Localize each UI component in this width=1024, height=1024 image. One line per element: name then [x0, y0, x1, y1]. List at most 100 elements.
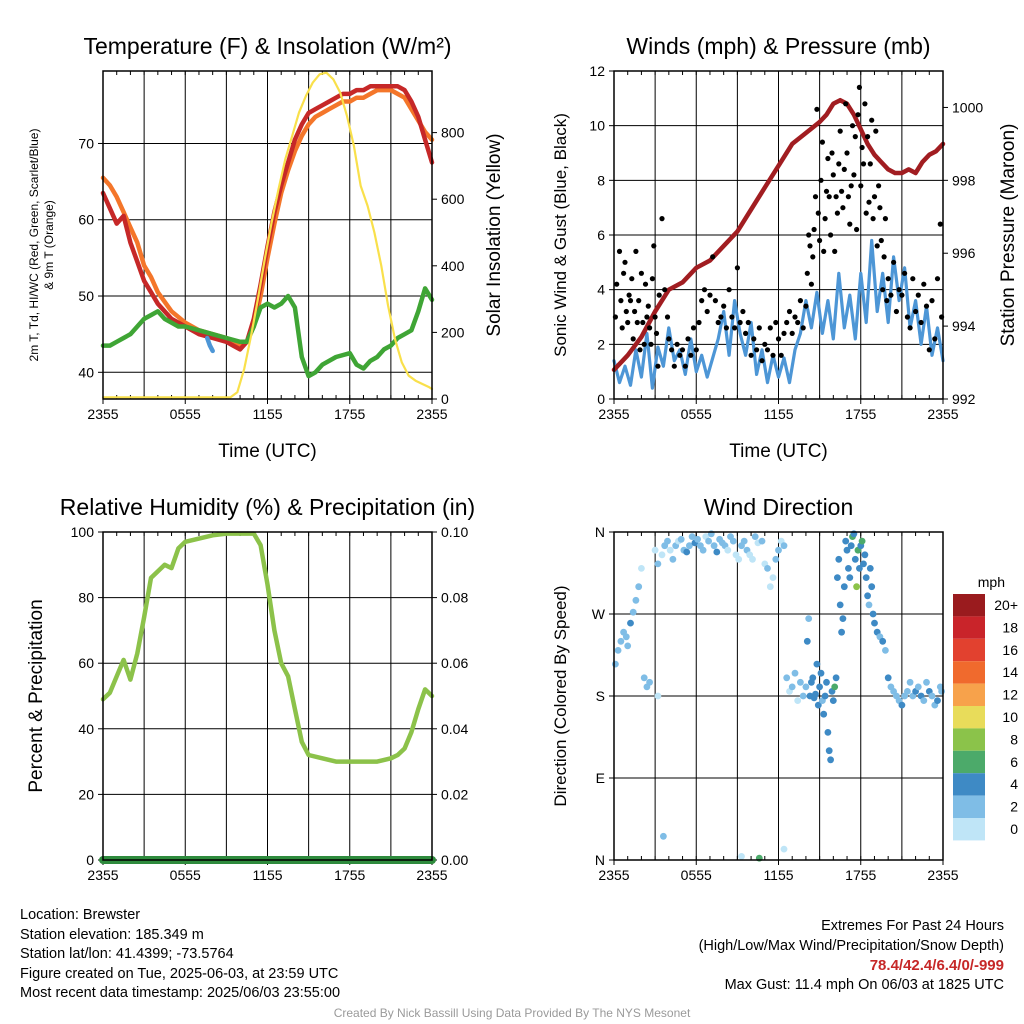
- legend-swatch: [953, 818, 985, 841]
- wind-title: Winds (mph) & Pressure (mb): [626, 33, 930, 59]
- direction-point: [839, 615, 847, 622]
- direction-point: [928, 692, 936, 700]
- data-timestamp: Most recent data timestamp: 2025/06/03 2…: [20, 985, 341, 1002]
- gust-point: [840, 205, 846, 211]
- gust-point: [926, 347, 932, 353]
- legend-swatch: [953, 594, 985, 617]
- gust-point: [619, 325, 625, 331]
- temp-frame: [102, 70, 433, 400]
- direction-point: [920, 697, 928, 704]
- direction-point: [861, 551, 869, 559]
- temp-ylabel2: Solar Insolation (Yellow): [484, 133, 505, 336]
- gust-point: [778, 352, 784, 358]
- gust-point: [751, 336, 757, 342]
- legend-swatch: [953, 638, 985, 662]
- direction-point: [660, 832, 667, 840]
- station-location: Location: Brewster: [20, 907, 141, 923]
- direction-point: [821, 692, 829, 700]
- gust-point: [614, 281, 620, 287]
- wdir-ytick-label: N: [595, 852, 605, 868]
- gust-point: [641, 341, 647, 347]
- direction-point: [735, 555, 743, 563]
- station-elevation: Station elevation: 185.349 m: [20, 926, 204, 943]
- wdir-xtick-label: 1155: [763, 867, 793, 883]
- gust-point: [836, 161, 842, 167]
- gust-point: [632, 308, 638, 315]
- gust-point: [633, 248, 639, 254]
- rh-ytick-label: 100: [71, 524, 95, 540]
- gust-point: [699, 298, 705, 304]
- gust-point: [784, 319, 790, 326]
- rh-ytick-label: 20: [78, 786, 94, 802]
- gust-point: [932, 336, 938, 342]
- gust-point: [693, 347, 699, 353]
- temp-xtick-label: 1755: [334, 406, 365, 422]
- temp-series-t2m: [100, 84, 435, 352]
- direction-point: [627, 619, 634, 627]
- direction-point: [864, 592, 871, 600]
- wind-ylabel2: Station Pressure (Maroon): [998, 124, 1019, 347]
- gust-point: [627, 298, 634, 304]
- gust-point: [862, 101, 868, 107]
- gust-point: [860, 161, 867, 167]
- wind-y2tick-label: 996: [952, 245, 976, 261]
- gust-point: [653, 330, 660, 336]
- direction-point: [629, 608, 637, 616]
- gust-point: [795, 319, 801, 326]
- direction-point: [846, 574, 854, 581]
- gust-point: [656, 292, 662, 298]
- direction-point: [791, 669, 799, 677]
- legend-label: 18: [1002, 619, 1018, 635]
- gust-point: [756, 325, 762, 331]
- gust-point: [754, 347, 760, 353]
- direction-point: [740, 537, 748, 545]
- gust-point: [844, 150, 850, 156]
- wind-ytick-label: 8: [597, 172, 605, 188]
- rh-frame: [102, 531, 433, 861]
- direction-point: [751, 533, 759, 540]
- wdir-ytick-label: W: [592, 606, 606, 622]
- gust-point: [880, 287, 886, 293]
- station-info: Location: Brewster Station elevation: 18…: [20, 906, 340, 1004]
- gust-point: [704, 308, 710, 315]
- gust-point: [645, 303, 651, 309]
- gust-point: [679, 347, 686, 353]
- direction-point: [658, 551, 666, 559]
- direction-point: [632, 596, 640, 604]
- direction-point: [654, 692, 662, 700]
- direction-point: [612, 660, 619, 668]
- temp-title: Temperature (F) & Insolation (W/m²): [83, 33, 451, 59]
- direction-point: [635, 583, 643, 591]
- gust-point: [696, 319, 702, 326]
- direction-point: [775, 546, 782, 554]
- direction-point: [749, 555, 756, 563]
- legend-swatch: [953, 750, 985, 774]
- gust-point: [821, 248, 827, 254]
- legend-swatch: [953, 728, 985, 751]
- legend-title: mph: [978, 574, 1005, 590]
- direction-point: [783, 674, 791, 682]
- extremes-title: Extremes For Past 24 Hours: [821, 918, 1004, 934]
- gust-point: [666, 336, 672, 342]
- legend-label: 12: [1002, 687, 1018, 703]
- wind-y2tick-label: 992: [952, 391, 976, 407]
- direction-point: [686, 542, 693, 550]
- direction-point: [794, 697, 802, 704]
- direction-point: [882, 647, 889, 654]
- gust-point: [647, 325, 653, 331]
- gust-point: [664, 314, 671, 320]
- direction-point: [827, 756, 834, 764]
- direction-point: [710, 542, 718, 550]
- gust-point: [849, 123, 856, 129]
- temp-y2tick-label: 0: [441, 391, 449, 407]
- direction-point: [838, 628, 845, 636]
- direction-point: [856, 565, 863, 572]
- gust-point: [659, 216, 665, 222]
- gust-point: [781, 330, 787, 336]
- gust-point: [748, 352, 754, 358]
- temp-xtick-label: 1155: [252, 406, 282, 422]
- wdir-frame: [613, 531, 944, 861]
- gust-point: [825, 155, 831, 162]
- rh-ytick-label: 0: [86, 852, 94, 868]
- wind-ytick-label: 4: [597, 282, 605, 298]
